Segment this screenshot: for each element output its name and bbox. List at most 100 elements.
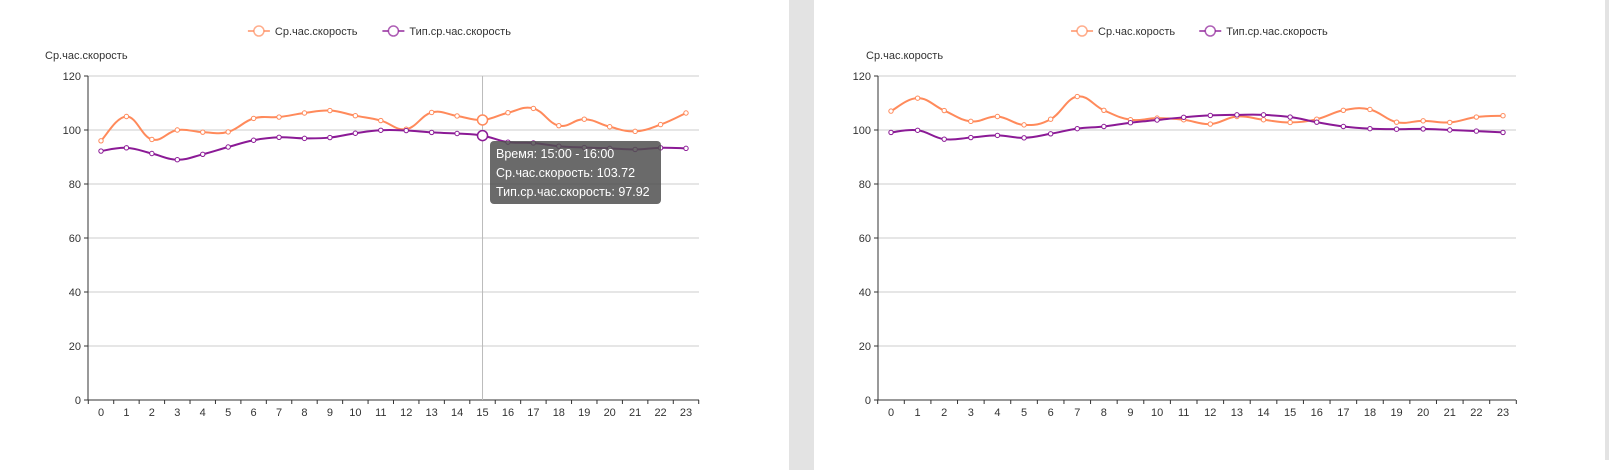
tooltip-time: Время: 15:00 - 16:00 (496, 147, 615, 161)
x-tick-label: 5 (225, 407, 231, 419)
data-point (378, 117, 384, 124)
data-point (1180, 114, 1187, 121)
scrollbar-track[interactable] (1605, 0, 1609, 460)
legend-item-0[interactable]: Ср.час.скорость (247, 25, 358, 38)
legend-marker-icon (387, 25, 400, 37)
x-tick-label: 20 (1417, 407, 1429, 419)
data-point (1340, 107, 1347, 113)
y-tick-label: 80 (69, 179, 81, 191)
legend-item-1[interactable]: Тип.ср.час.скорость (1199, 25, 1328, 38)
x-tick-label: 2 (149, 407, 155, 419)
data-point (632, 128, 638, 135)
data-point (1340, 123, 1347, 130)
data-point (378, 127, 384, 133)
y-tick-label: 120 (853, 71, 871, 83)
data-point (657, 121, 664, 128)
data-point (428, 109, 435, 116)
data-point (994, 132, 1001, 139)
data-point (1367, 106, 1373, 113)
data-point (174, 127, 181, 133)
x-tick-label: 18 (553, 407, 565, 419)
data-point (683, 145, 689, 152)
y-tick-label: 60 (69, 233, 81, 245)
x-tick-label: 5 (1021, 407, 1027, 419)
data-point (250, 137, 257, 143)
y-tick-label: 40 (859, 287, 871, 299)
x-tick-label: 19 (1390, 407, 1402, 419)
x-tick-label: 7 (276, 407, 282, 419)
y-tick-label: 0 (75, 395, 81, 407)
x-tick-label: 11 (375, 407, 386, 419)
x-tick-label: 3 (968, 407, 974, 419)
legend-marker-icon (1076, 25, 1088, 37)
data-point (1260, 112, 1267, 118)
data-point (327, 107, 333, 114)
x-tick-label: 17 (1337, 407, 1349, 419)
data-point (200, 129, 206, 135)
data-point (200, 151, 206, 158)
legend-item-1[interactable]: Тип.ср.час.скорость (382, 25, 511, 38)
x-tick-label: 18 (1364, 407, 1376, 419)
series-line-0 (890, 95, 1504, 127)
y-tick-label: 60 (859, 233, 871, 245)
series-line-1 (890, 113, 1504, 141)
data-point (1154, 117, 1160, 123)
data-point (1420, 118, 1426, 124)
x-tick-label: 6 (251, 407, 257, 419)
x-tick-label: 17 (527, 407, 539, 419)
x-tick-label: 16 (1311, 407, 1323, 419)
legend-label: Ср.час.скорость (275, 26, 358, 38)
data-point (1314, 119, 1320, 125)
tooltip: Время: 15:00 - 16:00 Ср.час.скорость: 10… (490, 141, 661, 204)
data-point (941, 107, 947, 114)
x-tick-label: 10 (349, 407, 361, 419)
data-point (581, 116, 587, 122)
data-point (1047, 116, 1054, 122)
x-tick-label: 10 (1151, 407, 1163, 419)
data-point (1393, 119, 1400, 125)
legend-marker-icon (1204, 25, 1216, 37)
data-point (225, 144, 231, 150)
x-tick-label: 22 (1470, 407, 1482, 419)
x-tick-label: 8 (1101, 407, 1107, 419)
legend-label: Тип.ср.час.скорость (409, 26, 511, 38)
x-tick-label: 15 (476, 407, 488, 419)
data-point (968, 134, 974, 141)
y-tick-label: 120 (63, 71, 81, 83)
data-point (301, 135, 308, 142)
data-point (476, 129, 489, 142)
data-point (149, 136, 155, 143)
x-tick-label: 20 (604, 407, 616, 419)
x-tick-label: 22 (654, 407, 666, 419)
x-tick-label: 19 (578, 407, 590, 419)
data-point (174, 157, 181, 163)
data-point (683, 110, 689, 116)
data-point (149, 150, 155, 157)
x-tick-label: 9 (1127, 407, 1133, 419)
data-point (1047, 131, 1054, 137)
data-point (1287, 119, 1293, 126)
legend-item-0[interactable]: Ср.час.корость (1071, 25, 1175, 38)
y-axis-title: Ср.час.корость (866, 50, 943, 62)
panel-separator (789, 0, 814, 470)
y-tick-label: 100 (853, 125, 871, 137)
data-point (123, 145, 130, 151)
x-tick-label: 15 (1284, 407, 1296, 419)
x-tick-label: 6 (1048, 407, 1054, 419)
data-point (276, 134, 282, 140)
data-point (1021, 122, 1027, 128)
data-point (1393, 126, 1400, 132)
y-axis-title: Ср.час.скорость (45, 50, 128, 62)
x-tick-label: 16 (502, 407, 514, 419)
data-point (914, 127, 921, 133)
x-tick-label: 4 (200, 407, 206, 419)
legend-label: Ср.час.корость (1098, 26, 1175, 38)
x-tick-label: 13 (1231, 407, 1243, 419)
data-point (327, 134, 333, 141)
series-line-0 (100, 106, 687, 142)
tooltip-series2: Тип.ср.час.скорость: 97.92 (496, 185, 650, 199)
data-point (530, 105, 537, 112)
